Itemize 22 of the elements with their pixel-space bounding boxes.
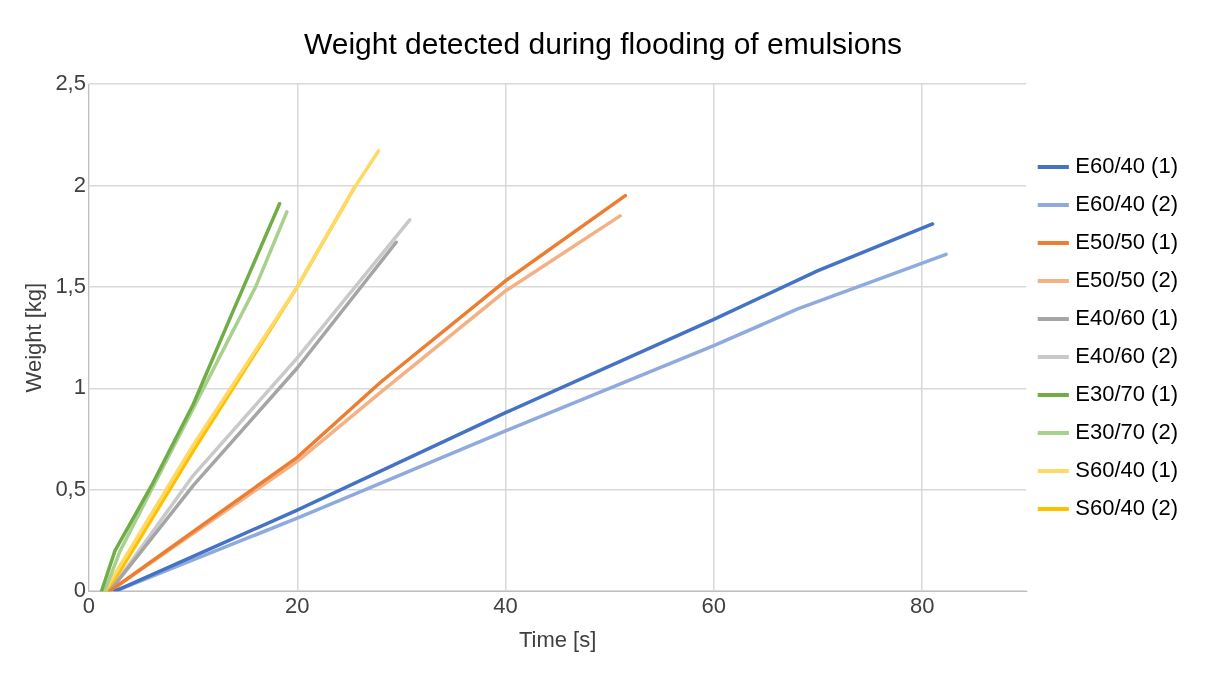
legend-label: S60/40 (2)	[1075, 495, 1179, 521]
legend-label: E40/60 (2)	[1075, 343, 1179, 369]
y-tick-label: 2	[73, 171, 86, 197]
legend-label: E50/50 (1)	[1075, 229, 1179, 255]
x-tick-label: 60	[701, 593, 727, 619]
legend-label: E60/40 (2)	[1075, 191, 1179, 217]
chart-title: Weight detected during flooding of emulsions	[303, 27, 903, 61]
y-tick-label: 1,5	[55, 272, 86, 298]
legend-label: S60/40 (1)	[1075, 457, 1179, 483]
y-tick-label: 0,5	[55, 475, 86, 501]
x-tick-label: 80	[909, 593, 935, 619]
y-tick-label: 1	[73, 374, 86, 400]
x-axis-title: Time [s]	[518, 626, 597, 652]
y-tick-label: 2,5	[55, 70, 86, 96]
x-tick-label: 20	[285, 593, 310, 619]
legend-label: E60/40 (1)	[1075, 153, 1179, 179]
legend-label: E30/70 (2)	[1075, 419, 1179, 445]
legend-label: E40/60 (1)	[1075, 305, 1179, 331]
legend-label: E50/50 (2)	[1075, 267, 1179, 293]
y-axis-title: Weight [kg]	[21, 282, 47, 393]
x-tick-label: 40	[493, 593, 518, 619]
legend-label: E30/70 (1)	[1075, 381, 1179, 407]
